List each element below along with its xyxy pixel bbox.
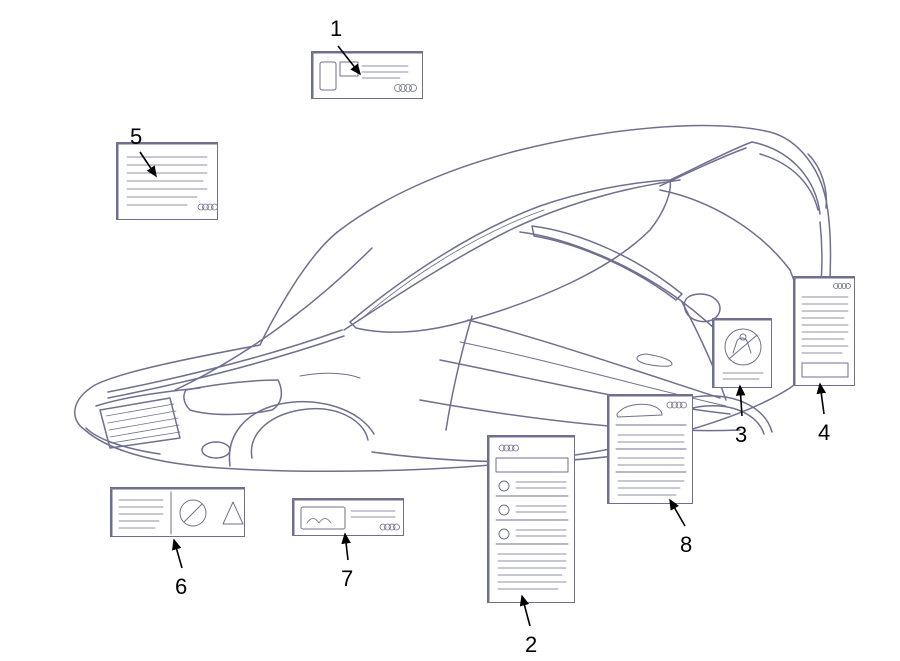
- callout-number-1: 1: [330, 18, 342, 40]
- callout-number-2: 2: [525, 634, 537, 656]
- diagram-canvas: 1 2 3 4 5 6 7 8: [0, 0, 900, 661]
- callout-number-7: 7: [341, 568, 353, 590]
- callout-number-8: 8: [680, 534, 692, 556]
- callout-number-3: 3: [735, 424, 747, 446]
- callout-overlay: [0, 0, 900, 661]
- callout-number-5: 5: [130, 126, 142, 148]
- callout-number-4: 4: [818, 422, 830, 444]
- callout-number-6: 6: [175, 576, 187, 598]
